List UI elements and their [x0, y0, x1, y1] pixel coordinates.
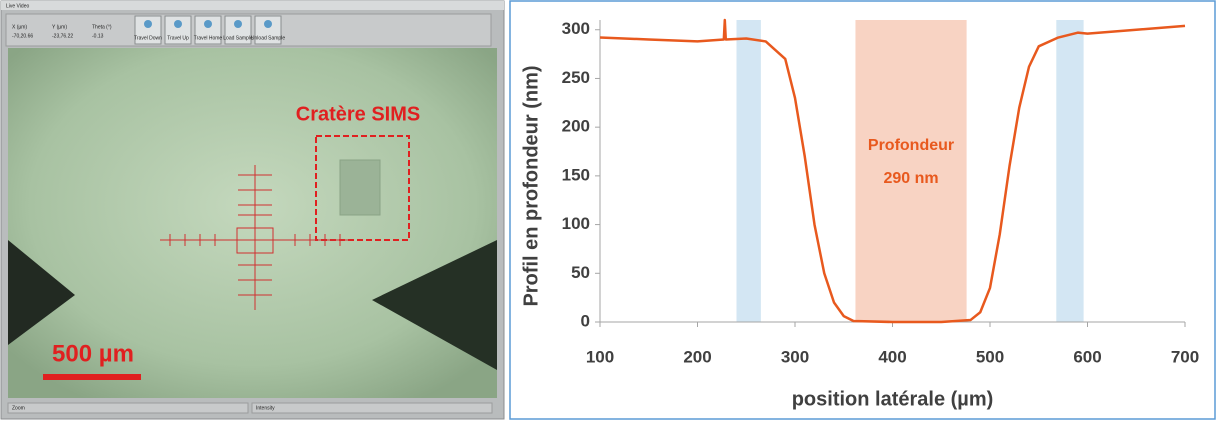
- toolbar-button[interactable]: [194, 15, 222, 45]
- crater-box: [315, 135, 410, 241]
- window-title: Live Video: [6, 3, 29, 9]
- button-label: Travel Up: [167, 35, 189, 41]
- x-tick-label: 400: [878, 347, 906, 366]
- slider-label: Zoom: [12, 405, 25, 411]
- x-tick-label: 600: [1073, 347, 1101, 366]
- x-tick-label: 300: [781, 347, 809, 366]
- scale-bar: [43, 374, 141, 380]
- button-label: Travel Down: [134, 35, 162, 41]
- annotation: Profondeur: [868, 137, 954, 154]
- band: [736, 20, 761, 322]
- x-tick-label: 200: [683, 347, 711, 366]
- readout-label: Y (µm): [52, 24, 67, 30]
- toolbar-button[interactable]: [164, 15, 192, 45]
- band: [1056, 20, 1084, 322]
- annotation: 290 nm: [883, 170, 938, 187]
- button-icon: [264, 20, 272, 28]
- button-icon: [174, 20, 182, 28]
- toolbar-buttons: Travel Down Travel Up Travel Home Load Samp…: [134, 15, 285, 45]
- y-tick-label: 50: [571, 263, 590, 282]
- probe-shadow: [8, 240, 75, 345]
- crater-label: Cratère SIMS: [296, 103, 421, 125]
- readout-label: Theta (°): [92, 24, 112, 30]
- y-tick-label: 250: [562, 68, 590, 87]
- x-tick-label: 100: [586, 347, 614, 366]
- x-tick-label: 500: [976, 347, 1004, 366]
- chart: 0 50 100 150 200 250 300 100 200 300 400 500 600 700 p…: [520, 18, 1199, 410]
- line: [599, 18, 1186, 324]
- y-tick-label: 0: [581, 311, 590, 330]
- button-icon: [204, 20, 212, 28]
- slider-label: Intensity: [256, 405, 275, 411]
- crater: [339, 159, 381, 216]
- scale-label: 500 µm: [52, 340, 134, 367]
- zoom-slider[interactable]: [7, 402, 249, 414]
- readout-value: -70,20.66: [12, 33, 33, 39]
- button-label: Travel Home: [194, 35, 223, 41]
- button-icon: [144, 20, 152, 28]
- crosshair: [160, 165, 350, 310]
- x-tick-label: 700: [1171, 347, 1199, 366]
- button-label: Unload Sample: [251, 35, 285, 41]
- readout-value: -0.13: [92, 33, 104, 39]
- y-tick-label: 200: [562, 117, 590, 136]
- x-axis-label: position latérale (µm): [792, 388, 994, 410]
- title-bar: [1, 1, 504, 10]
- y-tick-label: 100: [562, 214, 590, 233]
- readout-label: X (µm): [12, 24, 27, 30]
- y-tick-label: 150: [562, 165, 590, 184]
- button-label: Load Sample: [223, 35, 253, 41]
- button-icon: [234, 20, 242, 28]
- y-tick-label: 300: [562, 19, 590, 38]
- intensity-slider[interactable]: [251, 402, 493, 414]
- y-axis-label: Profil en profondeur (nm): [520, 65, 542, 306]
- probe-shadow: [372, 240, 497, 370]
- readout-value: -23,76.22: [52, 33, 73, 39]
- band: [855, 20, 967, 322]
- microscope-image: [8, 48, 497, 398]
